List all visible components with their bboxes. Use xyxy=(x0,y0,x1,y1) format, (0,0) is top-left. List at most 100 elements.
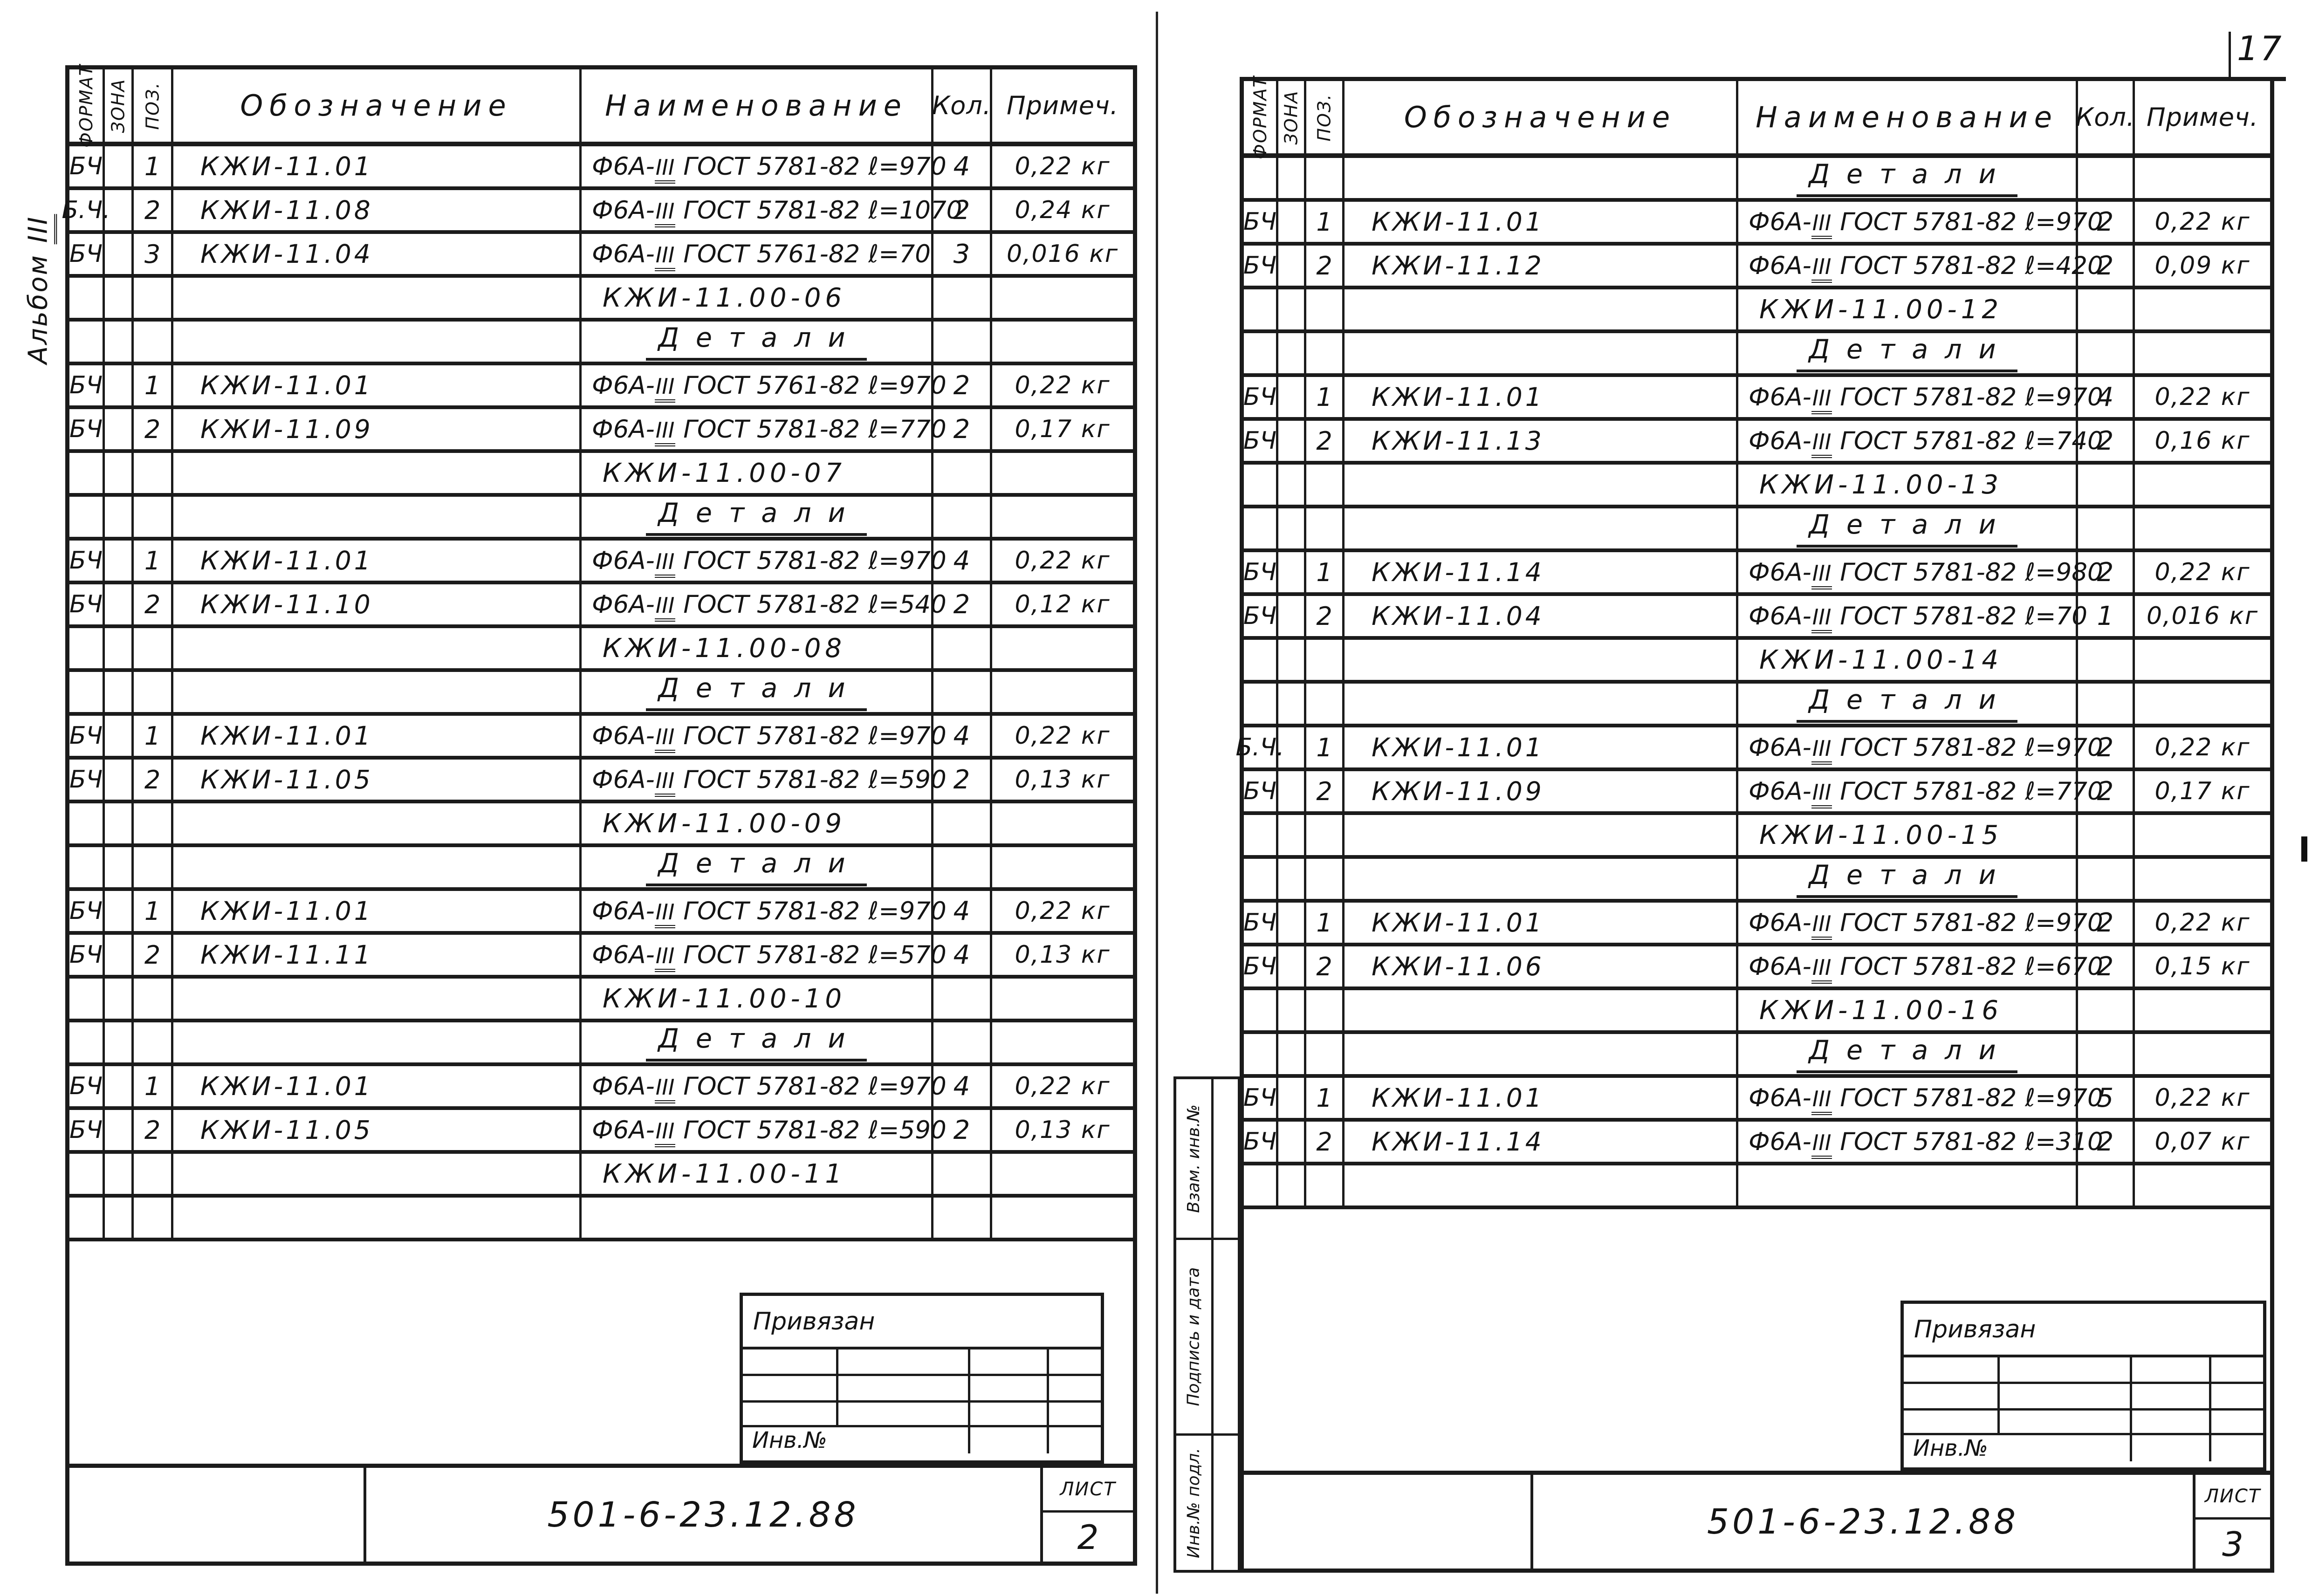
cell-zone xyxy=(1278,990,1306,1030)
table-body: Детали БЧ 1 КЖИ-11.01 Ф6А-III ГОСТ 5781-82 ℓ=… xyxy=(1235,158,2270,1209)
group-designation: КЖИ-11.00-06 xyxy=(582,278,933,318)
steel-class: III xyxy=(1811,385,1832,414)
header-zone: ЗОНА xyxy=(105,69,134,142)
stamp-row xyxy=(1904,1384,2263,1411)
cell-format xyxy=(1244,1165,1278,1206)
group-designation: КЖИ-11.00-11 xyxy=(582,1154,933,1194)
cell-format: БЧ xyxy=(1243,1078,1278,1118)
section-title: Детали xyxy=(1797,159,2017,197)
cell-zone xyxy=(1278,859,1306,899)
cell-qty: 2 xyxy=(2078,946,2135,986)
cell-designation: КЖИ-11.01 xyxy=(1345,1078,1738,1118)
bar-length: ℓ=970 xyxy=(2025,908,2103,937)
album-word: Альбом xyxy=(23,253,54,364)
stamp-title: Привязан xyxy=(1904,1304,2263,1357)
cell-pos: 2 xyxy=(1306,246,1345,286)
table-row xyxy=(1244,1165,2270,1209)
cell-designation: КЖИ-11.01 xyxy=(173,365,582,405)
cell-pos: 1 xyxy=(1306,1078,1345,1118)
cell-zone xyxy=(1278,508,1306,548)
cell-pos xyxy=(1306,990,1345,1030)
cell-designation xyxy=(173,1154,582,1194)
cell-note: 0,24 кг xyxy=(1015,196,1111,224)
cell-pos: 1 xyxy=(134,716,173,756)
bar-length: ℓ=770 xyxy=(2025,777,2103,806)
cell-pos xyxy=(1306,815,1345,855)
cell-pos xyxy=(134,322,173,362)
bar-length: ℓ=970 xyxy=(868,371,947,400)
cell-qty: 4 xyxy=(933,891,992,931)
sidebar-cell: Инв.№ подл. xyxy=(1184,1447,1204,1558)
cell-name: Детали xyxy=(1738,859,2078,899)
cell-pos xyxy=(134,278,173,318)
cell-qty xyxy=(933,803,992,843)
cell-pos: 2 xyxy=(134,409,173,449)
cell-pos: 2 xyxy=(1306,421,1345,461)
steel-class: III xyxy=(654,943,676,972)
cell-note: 0,22 кг xyxy=(2154,383,2250,411)
table-row: БЧ 1 КЖИ-11.01 Ф6А-III ГОСТ 5781-82 ℓ=970 4 0,… xyxy=(69,146,1133,190)
table-row: КЖИ-11.00-13 xyxy=(1244,465,2270,508)
cell-note xyxy=(992,1154,1133,1194)
cell-designation: КЖИ-11.12 xyxy=(1345,246,1738,286)
cell-pos: 1 xyxy=(134,365,173,405)
section-title: Детали xyxy=(646,673,867,711)
cell-zone xyxy=(1278,903,1306,943)
steel-class: III xyxy=(1811,560,1832,589)
cell-note: 0,016 кг xyxy=(2146,602,2259,630)
cell-designation xyxy=(173,322,582,362)
cell-qty xyxy=(933,497,992,537)
steel-class: III xyxy=(654,548,676,578)
cell-qty xyxy=(933,979,992,1019)
document-number: 501-6-23.12.88 xyxy=(1533,1475,2195,1569)
cell-designation xyxy=(1345,684,1738,724)
cell-designation: КЖИ-11.10 xyxy=(173,584,582,624)
lower-blank-region: Привязан Инв.№ xyxy=(69,1241,1133,1464)
cell-note: 0,17 кг xyxy=(1015,415,1111,443)
cell-format xyxy=(69,847,105,887)
cell-zone xyxy=(105,190,134,230)
cell-designation: КЖИ-11.04 xyxy=(173,234,582,274)
header-qty: Кол. xyxy=(932,69,992,142)
cell-pos xyxy=(1306,508,1345,548)
cell-note: 0,22 кг xyxy=(2154,733,2250,761)
cell-note: 0,22 кг xyxy=(1015,1072,1111,1100)
cell-note xyxy=(2135,684,2270,724)
cell-note xyxy=(2135,859,2270,899)
header-designation: Обозначение xyxy=(1345,81,1738,153)
cell-format: БЧ xyxy=(69,891,105,931)
cell-designation: КЖИ-11.01 xyxy=(173,146,582,186)
cell-designation xyxy=(1345,815,1738,855)
cell-zone xyxy=(105,760,134,800)
cell-zone xyxy=(105,803,134,843)
cell-pos: 1 xyxy=(1306,202,1345,242)
cell-name: Детали xyxy=(1738,333,2078,373)
table-row: КЖИ-11.00-09 xyxy=(69,803,1133,847)
cell-zone xyxy=(1278,640,1306,680)
cell-designation xyxy=(173,847,582,887)
cell-qty: 4 xyxy=(933,146,992,186)
group-designation: КЖИ-11.00-15 xyxy=(1738,815,2078,855)
cell-format xyxy=(69,1154,105,1194)
cell-format xyxy=(1244,640,1278,680)
cell-designation xyxy=(1345,1034,1738,1074)
cell-qty: 2 xyxy=(933,584,992,624)
cell-pos xyxy=(1306,1165,1345,1206)
group-designation: КЖИ-11.00-12 xyxy=(1738,289,2078,329)
cell-qty: 4 xyxy=(933,935,992,975)
cell-pos xyxy=(1306,1034,1345,1074)
table-row: БЧ 2 КЖИ-11.13 Ф6А-III ГОСТ 5781-82 ℓ=740 2 0,… xyxy=(1243,421,2270,465)
cell-name: Ф6А-III ГОСТ 5781-82 ℓ=590 xyxy=(582,1110,947,1150)
bar-length: ℓ=540 xyxy=(868,590,947,619)
cell-zone xyxy=(105,365,134,405)
steel-class: III xyxy=(1811,1130,1832,1159)
steel-class: III xyxy=(1811,253,1832,283)
bar-length: ℓ=420 xyxy=(2025,251,2103,280)
stamp-row xyxy=(743,1376,1101,1403)
cell-qty xyxy=(2078,990,2135,1030)
cell-zone xyxy=(105,453,134,493)
bar-length: ℓ=1070 xyxy=(868,196,962,225)
table-row: Детали xyxy=(69,672,1133,716)
header-format: ФОРМАТ xyxy=(1244,75,1278,159)
album-label: Альбом III xyxy=(10,154,66,424)
